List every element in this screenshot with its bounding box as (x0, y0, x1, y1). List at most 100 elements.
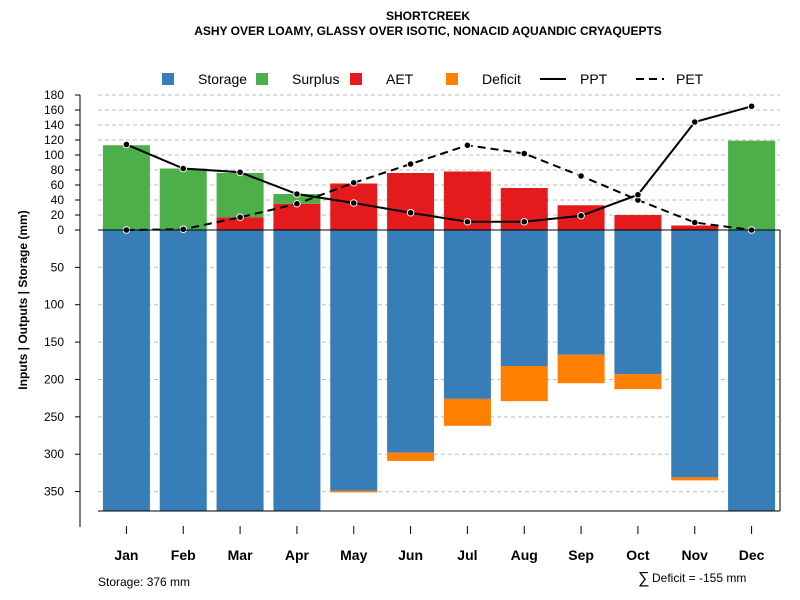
legend-label-storage: Storage (198, 71, 247, 87)
aet-bar-mar (216, 217, 264, 230)
pet-point (406, 160, 415, 168)
y-axis-label: Inputs | Outputs | Storage (mm) (16, 210, 30, 389)
month-label-jul: Jul (457, 547, 477, 563)
ppt-point (179, 164, 188, 173)
y-tick-label: 0 (57, 223, 64, 237)
y-tick-label: 140 (44, 118, 64, 132)
pet-point (577, 172, 585, 180)
month-label-may: May (340, 547, 367, 563)
y-tick-label: 80 (51, 163, 65, 177)
storage-bar-jun (387, 230, 435, 453)
storage-bar-aug (500, 230, 548, 367)
ppt-point (293, 190, 301, 198)
storage-bar-may (330, 230, 378, 491)
legend-swatch-surplus (256, 73, 268, 85)
storage-bar-dec (728, 230, 776, 511)
y-tick-label: 300 (44, 447, 64, 461)
aet-bar-jun (387, 173, 435, 230)
storage-bar-sep (557, 230, 605, 355)
legend-label-aet: AET (386, 71, 414, 87)
ppt-point (577, 211, 585, 220)
deficit-bar-jun (387, 452, 435, 461)
storage-bar-jan (102, 230, 150, 511)
month-label-oct: Oct (626, 547, 650, 563)
surplus-bar-apr (273, 194, 321, 204)
pet-point (520, 149, 529, 158)
pet-line (126, 144, 752, 231)
deficit-bar-may (330, 490, 378, 493)
aet-bar-nov (671, 225, 719, 230)
month-label-sep: Sep (568, 547, 594, 563)
month-label-dec: Dec (739, 547, 765, 563)
pet-point (236, 213, 244, 222)
y-tick-label: 120 (44, 133, 64, 147)
y-tick-label: 50 (51, 260, 65, 274)
legend: Storage Surplus AET Deficit PPT PET (162, 71, 704, 87)
pet-point (293, 199, 301, 208)
y-tick-label: 180 (44, 88, 64, 102)
chart-title: SHORTCREEK (386, 9, 470, 23)
pet-point (179, 225, 188, 234)
ppt-point (690, 118, 699, 126)
pet-point (690, 218, 699, 227)
deficit-bar-oct (614, 374, 662, 390)
ppt-point (747, 102, 756, 111)
storage-bar-feb (159, 230, 207, 511)
ppt-line (126, 105, 752, 223)
deficit-bar-sep (557, 354, 605, 384)
month-label-jun: Jun (398, 547, 423, 563)
y-tick-label: 60 (51, 178, 65, 192)
y-tick-label: 20 (51, 208, 65, 222)
deficit-footer: Deficit = -155 mm (652, 571, 746, 585)
y-tick-label: 200 (44, 372, 64, 386)
storage-bar-oct (614, 230, 662, 375)
ppt-point (349, 199, 358, 207)
surplus-bar-dec (728, 140, 776, 230)
storage-bar-jul (443, 230, 491, 399)
deficit-bar-nov (671, 477, 719, 481)
y-tick-label: 250 (44, 410, 64, 424)
legend-label-surplus: Surplus (292, 71, 339, 87)
ppt-point (406, 208, 415, 217)
month-label-mar: Mar (228, 547, 253, 563)
pet-point (349, 178, 358, 187)
axes: 0204060801001201401601805010015020025030… (44, 88, 781, 563)
y-tick-label: 40 (51, 193, 65, 207)
y-tick-label: 100 (44, 148, 64, 162)
surplus-bar-feb (159, 168, 207, 230)
legend-label-ppt: PPT (580, 71, 608, 87)
month-label-aug: Aug (511, 547, 538, 563)
legend-swatch-storage (162, 73, 174, 85)
legend-label-pet: PET (676, 71, 704, 87)
month-label-apr: Apr (285, 547, 310, 563)
month-label-feb: Feb (171, 547, 196, 563)
deficit-bar-jul (443, 398, 491, 426)
legend-swatch-aet (350, 73, 362, 85)
surplus-bar-mar (216, 173, 264, 218)
chart-subtitle: ASHY OVER LOAMY, GLASSY OVER ISOTIC, NON… (194, 24, 662, 38)
storage-footer: Storage: 376 mm (98, 575, 190, 589)
ppt-point (236, 168, 244, 177)
y-tick-label: 350 (44, 485, 64, 499)
ppt-point (463, 217, 472, 226)
storage-bar-apr (273, 230, 321, 511)
sum-symbol: ∑ (638, 570, 649, 587)
bars (102, 140, 776, 511)
y-tick-label: 100 (44, 298, 64, 312)
gridlines (98, 94, 780, 493)
lines (122, 102, 756, 234)
ppt-point (122, 140, 131, 149)
surplus-bar-jan (102, 145, 150, 230)
y-tick-label: 160 (44, 103, 64, 117)
pet-point (463, 141, 472, 150)
storage-bar-mar (216, 230, 264, 511)
y-tick-label: 150 (44, 335, 64, 349)
aet-bar-oct (614, 215, 662, 230)
month-label-jan: Jan (114, 547, 138, 563)
storage-bar-nov (671, 230, 719, 478)
legend-swatch-deficit (446, 73, 458, 85)
deficit-bar-aug (500, 366, 548, 402)
ppt-point (634, 190, 642, 199)
month-label-nov: Nov (682, 547, 709, 563)
